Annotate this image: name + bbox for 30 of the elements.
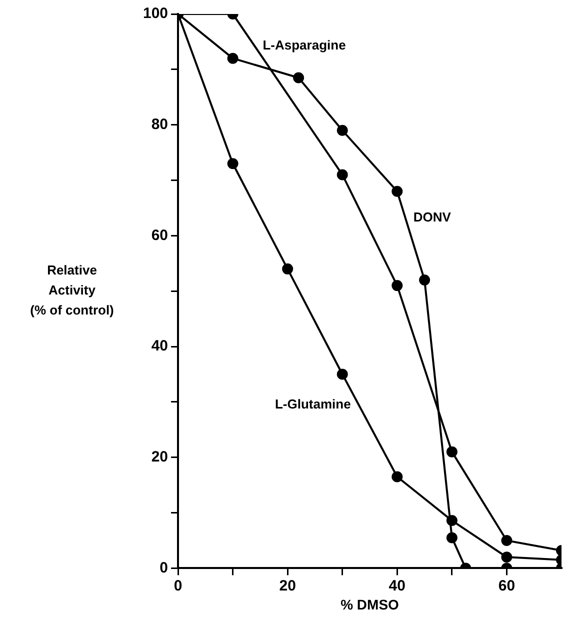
point	[227, 52, 238, 64]
point	[419, 274, 430, 286]
point	[392, 471, 403, 482]
series-label: L-Asparagine	[262, 38, 346, 53]
y-tick-label: 40	[151, 338, 168, 355]
x-tick-label: 40	[388, 577, 406, 594]
x-tick-label: 0	[174, 577, 182, 594]
point	[293, 72, 304, 84]
series-label: L-Glutamine	[274, 396, 351, 412]
point	[501, 534, 512, 546]
point	[336, 124, 348, 136]
y-axis-title: Relative Activity (% of control)	[30, 262, 114, 318]
y-tick-label: 100	[142, 5, 168, 22]
point	[392, 280, 403, 292]
point	[336, 368, 348, 380]
y-tick-label: 20	[151, 448, 168, 466]
y-tick-label: 60	[151, 226, 168, 244]
point	[501, 552, 512, 563]
point	[282, 263, 294, 274]
x-axis-title: % DMSO	[340, 596, 400, 612]
x-tick-label: 20	[279, 577, 296, 594]
point	[336, 169, 348, 180]
point	[392, 186, 403, 197]
y-tick-label: 80	[151, 116, 168, 133]
point	[446, 532, 458, 544]
point	[446, 446, 458, 458]
y-tick-label: 0	[160, 559, 168, 576]
point	[227, 158, 238, 170]
x-tick-label: 60	[498, 577, 516, 594]
series-label: DONV	[413, 210, 452, 225]
